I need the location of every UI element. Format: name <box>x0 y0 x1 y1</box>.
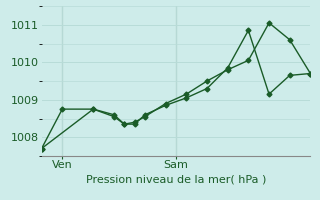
X-axis label: Pression niveau de la mer( hPa ): Pression niveau de la mer( hPa ) <box>86 174 266 184</box>
